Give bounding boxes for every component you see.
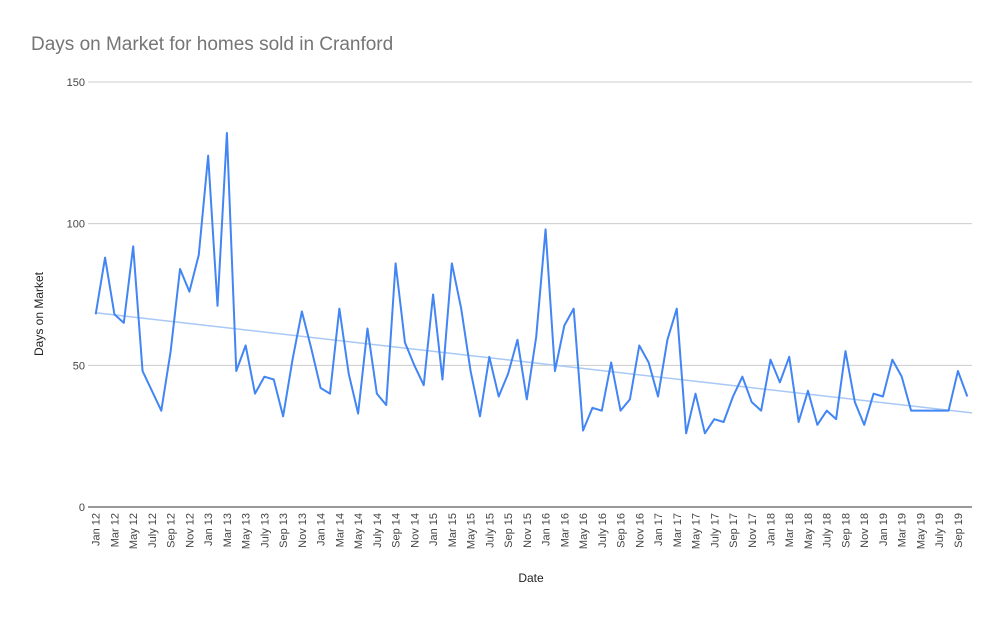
y-tick-label: 50 xyxy=(73,360,85,372)
x-tick-label: Sep 15 xyxy=(503,513,515,548)
y-axis-label: Days on Market xyxy=(32,271,46,356)
x-tick-label: Mar 17 xyxy=(672,513,684,547)
x-tick-label: Mar 18 xyxy=(784,513,796,547)
x-tick-label: Sep 17 xyxy=(728,513,740,548)
x-tick-label: Sep 12 xyxy=(166,513,178,548)
x-tick-label: Mar 14 xyxy=(334,513,346,547)
x-tick-label: Nov 17 xyxy=(747,513,759,548)
x-tick-label: Sep 18 xyxy=(840,513,852,548)
x-tick-label: Nov 14 xyxy=(409,513,421,548)
x-tick-label: May 18 xyxy=(803,513,815,549)
x-tick-label: Nov 18 xyxy=(859,513,871,548)
x-tick-label: Jan 15 xyxy=(428,513,440,546)
y-tick-label: 0 xyxy=(79,502,85,514)
x-tick-label: Nov 13 xyxy=(297,513,309,548)
x-tick-label: Jan 19 xyxy=(878,513,890,546)
chart-title: Days on Market for homes sold in Cranfor… xyxy=(31,34,393,55)
x-tick-label: July 13 xyxy=(259,513,271,548)
x-tick-label: May 19 xyxy=(915,513,927,549)
x-tick-label: July 19 xyxy=(934,513,946,548)
y-tick-label: 100 xyxy=(67,219,85,231)
x-tick-label: Mar 13 xyxy=(222,513,234,547)
x-tick-label: May 15 xyxy=(466,513,478,549)
x-tick-label: Sep 16 xyxy=(616,513,628,548)
trendline xyxy=(95,312,973,414)
x-tick-label: Jan 13 xyxy=(203,513,215,546)
x-tick-label: July 15 xyxy=(484,513,496,548)
x-tick-label: Nov 15 xyxy=(522,513,534,548)
x-tick-label: Mar 19 xyxy=(897,513,909,547)
x-tick-label: May 14 xyxy=(353,513,365,549)
x-tick-label: May 13 xyxy=(241,513,253,549)
x-tick-label: Sep 14 xyxy=(391,513,403,548)
x-tick-label: Sep 13 xyxy=(278,513,290,548)
x-tick-label: Jan 17 xyxy=(653,513,665,546)
x-tick-label: Nov 16 xyxy=(634,513,646,548)
x-tick-label: Mar 15 xyxy=(447,513,459,547)
x-tick-label: July 16 xyxy=(597,513,609,548)
x-tick-label: Nov 12 xyxy=(184,513,196,548)
x-tick-label: Jan 12 xyxy=(91,513,103,546)
y-tick-label: 150 xyxy=(67,77,85,89)
x-tick-label: July 17 xyxy=(709,513,721,548)
x-tick-label: Jan 14 xyxy=(316,513,328,546)
x-axis-label: Date xyxy=(518,571,544,585)
x-tick-label: May 16 xyxy=(578,513,590,549)
data-line xyxy=(94,132,969,435)
x-tick-label: Sep 19 xyxy=(953,513,965,548)
x-tick-label: Mar 12 xyxy=(109,513,121,547)
x-tick-label: Mar 16 xyxy=(559,513,571,547)
x-tick-label: July 14 xyxy=(372,513,384,548)
x-tick-label: May 17 xyxy=(691,513,703,549)
x-tick-label: May 12 xyxy=(128,513,140,549)
x-tick-label: Jan 16 xyxy=(541,513,553,546)
x-tick-label: July 18 xyxy=(822,513,834,548)
x-tick-label: July 12 xyxy=(147,513,159,548)
x-tick-label: Jan 18 xyxy=(765,513,777,546)
